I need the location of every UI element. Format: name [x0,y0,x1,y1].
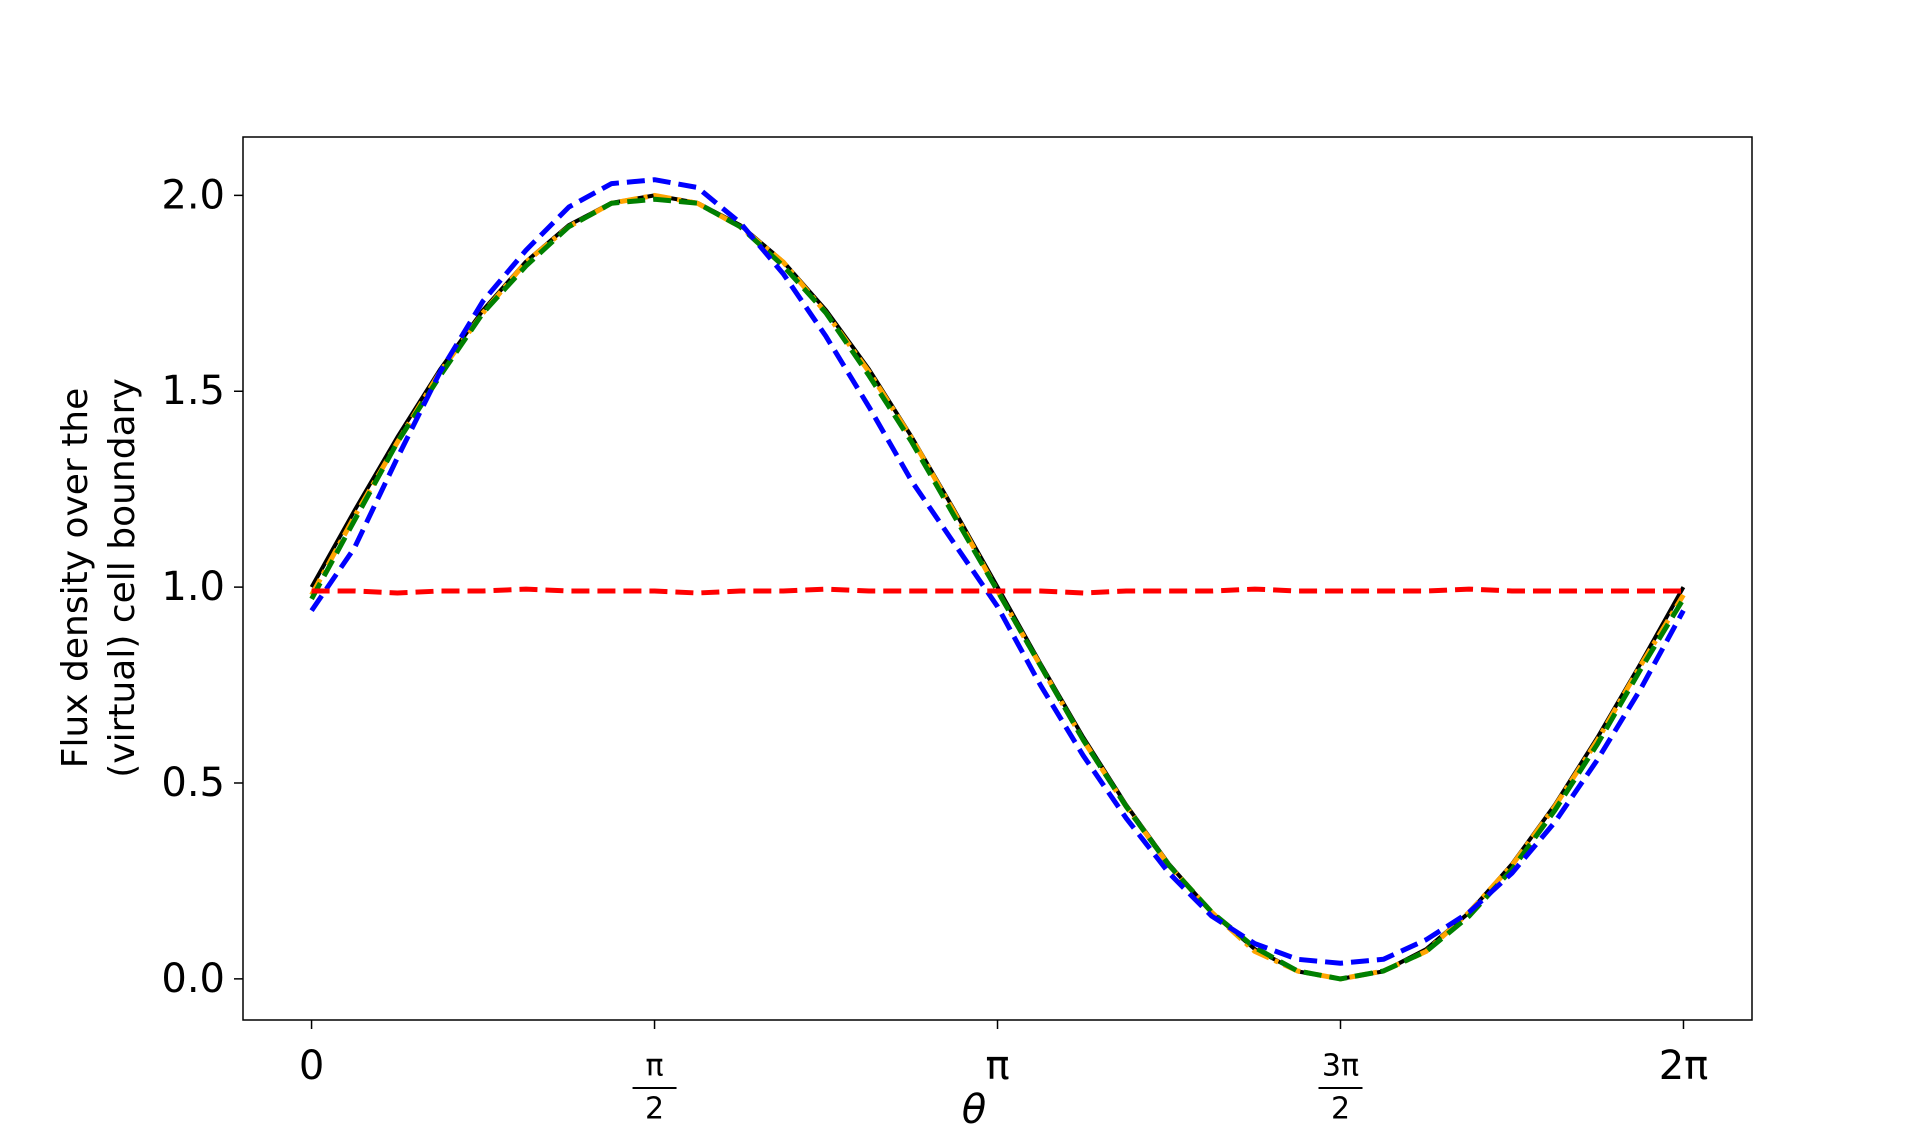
series-line [309,196,1686,982]
y-axis-label: (virtual) cell boundary [102,378,143,778]
x-tick-num: 3π [1322,1049,1359,1084]
y-tick-label: 2.0 [161,172,225,218]
x-tick-label: π2 [632,1049,677,1127]
x-tick-den: 2 [645,1092,664,1127]
x-tick-label: 3π2 [1318,1049,1363,1127]
x-tick-num: π [646,1049,664,1084]
series-line [311,586,1684,596]
x-tick-label: 0 [299,1043,324,1089]
plot-frame [242,136,1753,1021]
y-tick-label: 1.0 [161,564,225,610]
x-axis-label: θ [962,1087,986,1129]
x-tick-label: 2π [1659,1043,1709,1089]
x-tick-den: 2 [1331,1092,1350,1127]
y-tick-label: 0.5 [161,760,225,806]
series-line [309,177,1686,966]
series-line [309,193,1686,981]
x-tick-label: π [985,1043,1009,1089]
y-axis-label: Flux density over the [55,388,96,769]
y-tick-label: 1.5 [161,368,225,414]
y-tick-label: 0.0 [161,956,225,1002]
